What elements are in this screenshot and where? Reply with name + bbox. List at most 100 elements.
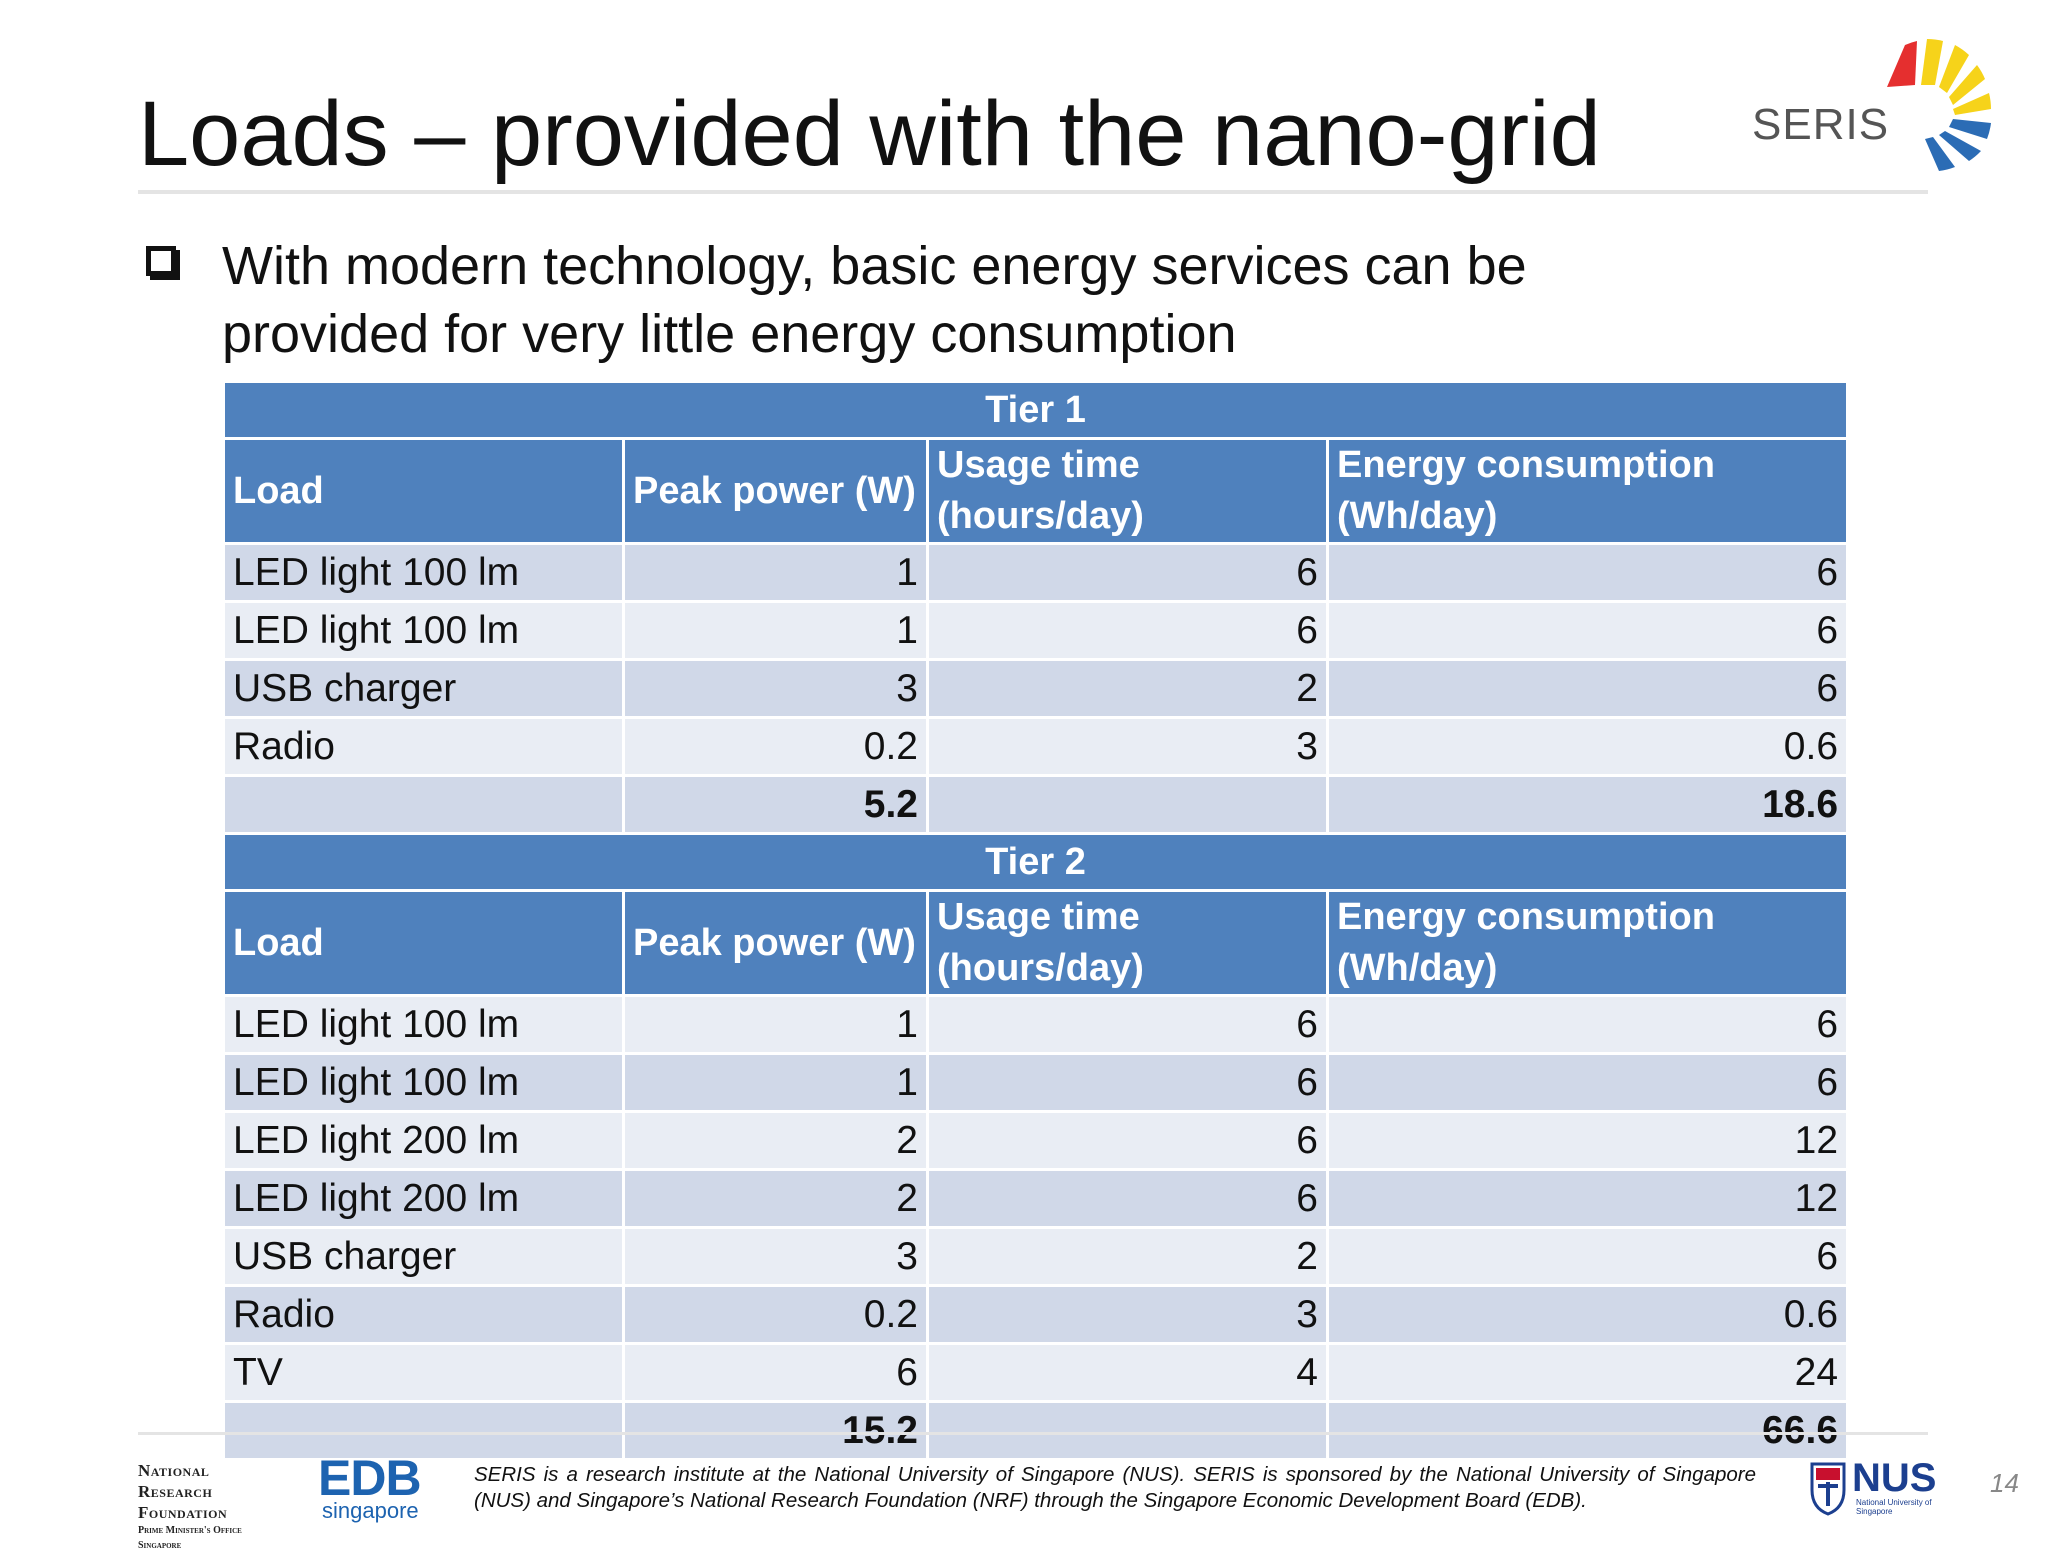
col-header-energy: Energy consumption (Wh/day) <box>1325 889 1850 997</box>
bullet-checkbox-icon <box>146 246 176 276</box>
edb-sub-text: singapore <box>322 1498 419 1523</box>
cell-total-energy: 18.6 <box>1325 774 1850 835</box>
footer-disclaimer: SERIS is a research institute at the Nat… <box>474 1463 1756 1512</box>
cell-usage: 2 <box>926 658 1329 719</box>
nrf-sub-line: Prime Minister's Office <box>138 1525 242 1536</box>
col-header-load: Load <box>222 889 625 997</box>
cell-usage: 3 <box>926 1284 1329 1345</box>
cell-peak: 6 <box>622 1342 929 1403</box>
col-header-usage-time: Usage time (hours/day) <box>926 437 1329 545</box>
table-row: LED light 100 lm 1 6 6 <box>222 542 1850 603</box>
edb-main-text: EDB <box>318 1450 422 1506</box>
cell-load: LED light 200 lm <box>222 1110 625 1171</box>
cell-energy: 6 <box>1325 994 1850 1055</box>
nrf-line: Research <box>138 1482 213 1501</box>
tier-1-header-row: Tier 1 <box>221 380 1850 440</box>
nus-sub-text: National University of Singapore <box>1856 1498 1932 1516</box>
table-row: Radio 0.2 3 0.6 <box>222 1284 1850 1345</box>
col-header-load: Load <box>222 437 625 545</box>
edb-logo: EDB singapore <box>318 1450 422 1523</box>
cell-load-empty <box>222 774 625 835</box>
cell-peak: 0.2 <box>622 716 929 777</box>
col-header-peak-power: Peak power (W) <box>622 889 929 997</box>
col-header-peak-power: Peak power (W) <box>622 437 929 545</box>
seris-logo-icon <box>1887 39 1991 171</box>
cell-load: LED light 100 lm <box>222 600 625 661</box>
cell-energy: 0.6 <box>1325 716 1850 777</box>
seris-logo-text: SERIS <box>1752 100 1890 149</box>
cell-energy: 6 <box>1325 542 1850 603</box>
cell-usage: 6 <box>926 994 1329 1055</box>
cell-usage: 3 <box>926 716 1329 777</box>
cell-load: TV <box>222 1342 625 1403</box>
cell-usage-empty <box>926 774 1329 835</box>
cell-load: LED light 100 lm <box>222 542 625 603</box>
table-row: Radio 0.2 3 0.6 <box>222 716 1850 777</box>
cell-energy: 6 <box>1325 1052 1850 1113</box>
cell-total-peak: 5.2 <box>622 774 929 835</box>
table-row: LED light 100 lm 1 6 6 <box>222 600 1850 661</box>
tier-2-label: Tier 2 <box>221 832 1850 892</box>
nus-main-text: NUS <box>1852 1456 1937 1500</box>
loads-table: Tier 1 Load Peak power (W) Usage time (h… <box>221 380 1850 1461</box>
cell-load: Radio <box>222 1284 625 1345</box>
cell-usage-empty <box>926 1400 1329 1461</box>
cell-load: USB charger <box>222 658 625 719</box>
cell-load-empty <box>222 1400 625 1461</box>
tier-1-column-header-row: Load Peak power (W) Usage time (hours/da… <box>222 437 1850 545</box>
cell-peak: 0.2 <box>622 1284 929 1345</box>
col-header-usage-time: Usage time (hours/day) <box>926 889 1329 997</box>
cell-peak: 1 <box>622 994 929 1055</box>
nrf-line: Foundation <box>138 1503 228 1522</box>
col-header-energy: Energy consumption (Wh/day) <box>1325 437 1850 545</box>
nus-logo: NUS National University of Singapore <box>1808 1458 1938 1518</box>
cell-peak: 3 <box>622 1226 929 1287</box>
cell-peak: 2 <box>622 1110 929 1171</box>
cell-total-peak: 15.2 <box>622 1400 929 1461</box>
cell-total-energy: 66.6 <box>1325 1400 1850 1461</box>
cell-load: LED light 200 lm <box>222 1168 625 1229</box>
cell-energy: 6 <box>1325 600 1850 661</box>
table-row: LED light 200 lm 2 6 12 <box>222 1168 1850 1229</box>
nrf-line: National <box>138 1461 210 1480</box>
cell-peak: 1 <box>622 600 929 661</box>
cell-peak: 1 <box>622 542 929 603</box>
cell-usage: 2 <box>926 1226 1329 1287</box>
cell-usage: 6 <box>926 542 1329 603</box>
nrf-sub-line: Singapore <box>138 1540 182 1551</box>
slide-title: Loads – provided with the nano-grid <box>138 83 1601 185</box>
cell-peak: 1 <box>622 1052 929 1113</box>
table-row: TV 6 4 24 <box>222 1342 1850 1403</box>
tier-2-header-row: Tier 2 <box>221 832 1850 892</box>
cell-energy: 12 <box>1325 1110 1850 1171</box>
cell-energy: 0.6 <box>1325 1284 1850 1345</box>
table-row: USB charger 3 2 6 <box>222 658 1850 719</box>
footer-divider <box>138 1432 1928 1435</box>
cell-energy: 12 <box>1325 1168 1850 1229</box>
cell-energy: 6 <box>1325 1226 1850 1287</box>
table-row: USB charger 3 2 6 <box>222 1226 1850 1287</box>
cell-usage: 4 <box>926 1342 1329 1403</box>
cell-load: USB charger <box>222 1226 625 1287</box>
table-row: LED light 200 lm 2 6 12 <box>222 1110 1850 1171</box>
tier-2-total-row: 15.2 66.6 <box>222 1400 1850 1461</box>
table-row: LED light 100 lm 1 6 6 <box>222 994 1850 1055</box>
cell-energy: 24 <box>1325 1342 1850 1403</box>
page-number: 14 <box>1990 1468 2019 1498</box>
tier-1-label: Tier 1 <box>221 380 1850 440</box>
cell-usage: 6 <box>926 1052 1329 1113</box>
cell-usage: 6 <box>926 600 1329 661</box>
cell-peak: 3 <box>622 658 929 719</box>
nrf-logo: National Research Foundation Prime Minis… <box>138 1460 242 1553</box>
tier-1-total-row: 5.2 18.6 <box>222 774 1850 835</box>
tier-2-column-header-row: Load Peak power (W) Usage time (hours/da… <box>222 889 1850 997</box>
cell-load: Radio <box>222 716 625 777</box>
cell-energy: 6 <box>1325 658 1850 719</box>
table-row: LED light 100 lm 1 6 6 <box>222 1052 1850 1113</box>
cell-usage: 6 <box>926 1168 1329 1229</box>
cell-peak: 2 <box>622 1168 929 1229</box>
title-divider <box>138 190 1928 194</box>
cell-load: LED light 100 lm <box>222 994 625 1055</box>
lead-text: With modern technology, basic energy ser… <box>222 236 1527 364</box>
nus-crest-icon <box>1810 1462 1846 1516</box>
